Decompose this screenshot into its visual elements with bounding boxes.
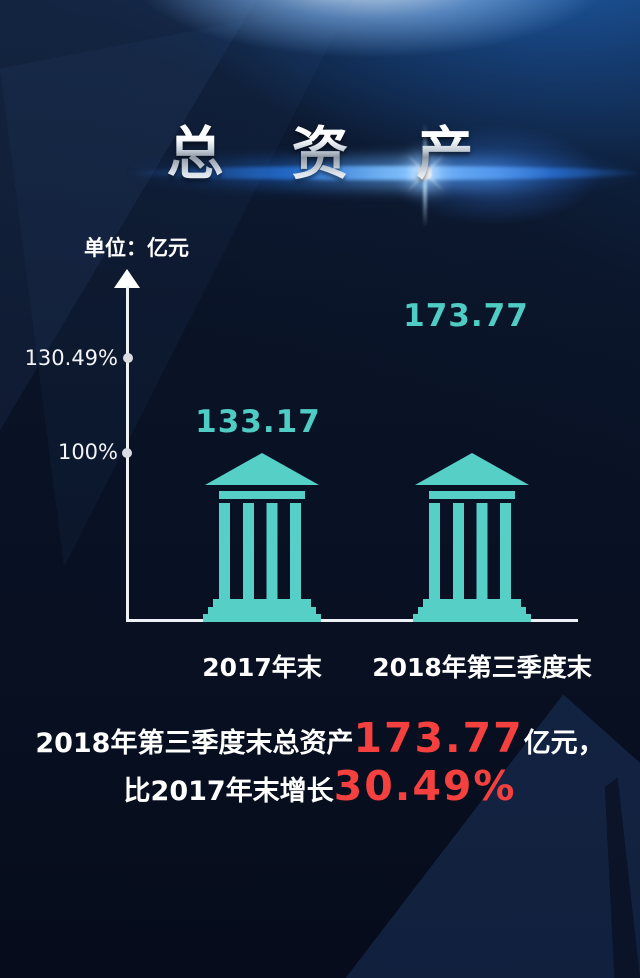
y-tick-label-100: 100%: [57, 440, 118, 464]
unit-label: 单位：亿元: [84, 236, 189, 260]
summary-block: 2018年第三季度末总资产 173.77 亿元， 比2017年末增长 30.49…: [0, 718, 640, 808]
lens-flare-core: [417, 165, 433, 181]
summary-line2-prefix: 比2017年末增长: [123, 776, 334, 807]
y-axis-tick-dot: [123, 353, 133, 363]
summary-line-1: 2018年第三季度末总资产 173.77 亿元，: [0, 718, 640, 760]
lens-flare-beam: [125, 166, 640, 180]
y-axis-tick-dot: [122, 448, 132, 458]
y-tick-label-130: 130.49%: [24, 346, 118, 370]
page-title: 总 资 产: [0, 108, 640, 190]
value-label-2017: 133.17: [195, 404, 321, 440]
summary-line-2: 比2017年末增长 30.49%: [0, 766, 640, 808]
y-axis-arrow-icon: [114, 269, 140, 288]
bank-building-icon-2018: [413, 453, 531, 622]
summary-line1-suffix: 亿元，: [523, 728, 605, 759]
category-label-2018: 2018年第三季度末: [372, 653, 592, 682]
summary-line1-prefix: 2018年第三季度末总资产: [35, 728, 354, 759]
summary-growth-value: 30.49%: [333, 762, 517, 810]
summary-total-value: 173.77: [353, 714, 524, 762]
bank-building-icon-2017: [203, 453, 321, 622]
x-axis-baseline: [126, 619, 578, 622]
value-label-2018: 173.77: [403, 298, 529, 334]
category-label-2017: 2017年末: [202, 653, 322, 682]
